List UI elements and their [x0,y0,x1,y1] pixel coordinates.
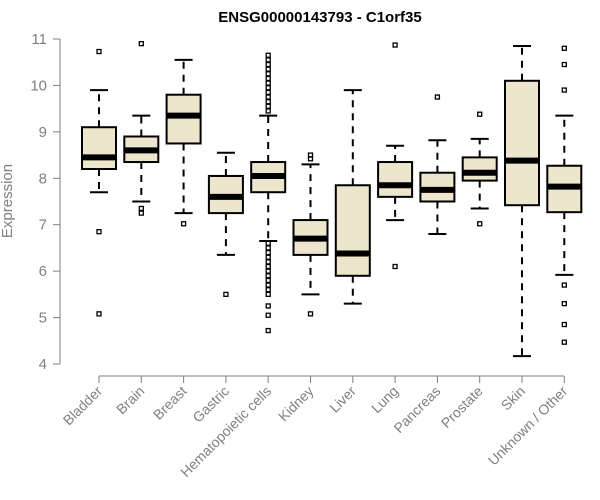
outlier-point [138,205,144,212]
chart-title: ENSG00000143793 - C1orf35 [218,9,421,26]
outlier-point [265,254,271,260]
outlier-point [265,57,271,63]
y-tick-label: 10 [30,77,47,94]
outlier-point [265,240,271,246]
y-tick-label: 7 [39,217,47,234]
outlier-point [265,103,271,109]
outlier-point [392,263,398,270]
outlier-point [561,45,567,51]
box-iqr [461,156,498,182]
outlier-point [477,111,483,117]
outlier-point [561,282,567,288]
y-tick-label: 6 [39,263,47,280]
box-group [292,152,329,317]
x-tick-label: Bladder [60,383,106,429]
outlier-point [265,287,271,293]
box-group [334,89,371,305]
x-tick-label: Lung [368,383,401,416]
outlier-point [138,40,144,47]
outlier-point [223,291,229,298]
x-tick-label: Prostate [438,383,486,431]
outlier-point [265,277,271,284]
outlier-point [307,152,314,158]
outlier-point [265,312,271,318]
box-group [419,94,456,235]
x-tick-label: Skin [498,383,529,414]
outlier-point [265,108,271,114]
outlier-point [180,221,187,227]
outlier-point [265,71,271,77]
y-axis-title: Expression [0,164,16,238]
box-group [377,42,414,270]
outlier-point [265,85,271,91]
outlier-point [265,291,271,298]
box-series [81,40,583,358]
x-tick-label: Unknown / Other [485,383,571,469]
outlier-point [265,268,271,274]
outlier-point [561,321,567,328]
outlier-point [477,221,483,227]
y-tick-label: 11 [31,31,47,48]
y-tick-label: 8 [39,170,47,187]
x-tick-label: Pancreas [390,383,443,436]
box-iqr [504,79,540,207]
y-tick-label: 5 [39,310,47,327]
outlier-point [265,263,271,270]
outlier-point [96,229,102,235]
outlier-point [265,245,271,251]
outlier-point [265,94,271,100]
outlier-point [561,87,567,93]
outlier-point [265,80,271,86]
outlier-point [96,48,102,55]
outlier-point [265,259,271,265]
outlier-point [265,52,271,58]
box-iqr [81,126,117,170]
y-tick-label: 9 [39,124,47,141]
x-tick-label: Brain [113,383,147,417]
box-group [207,151,244,298]
box-group [250,52,287,334]
outlier-point [561,300,567,307]
outlier-point [307,311,314,317]
outlier-point [265,89,271,96]
box-iqr [165,93,202,145]
outlier-point [434,94,441,100]
box-iqr [377,161,414,198]
outlier-point [561,339,567,345]
outlier-point [265,75,271,82]
box-group [546,45,583,345]
outlier-point [265,273,271,279]
x-tick-label: Liver [326,383,359,416]
y-axis: 4 5 6 7 8 9 10 11 [30,31,61,373]
box-group [123,40,160,216]
outlier-point [138,210,144,216]
outlier-point [265,66,271,72]
outlier-point [561,61,567,68]
outlier-point [265,61,271,68]
outlier-point [265,327,271,334]
outlier-point [265,282,271,288]
box-group [165,58,202,227]
outlier-point [392,42,398,48]
box-group [81,48,117,317]
box-group [461,111,498,227]
box-iqr [334,184,371,277]
box-group [504,44,540,358]
x-tick-label: Breast [150,383,190,423]
outlier-point [265,303,271,309]
outlier-point [265,249,271,256]
outlier-point [96,311,102,317]
x-tick-label: Kidney [275,383,317,425]
y-tick-label: 4 [39,356,47,373]
outlier-point [265,99,271,105]
